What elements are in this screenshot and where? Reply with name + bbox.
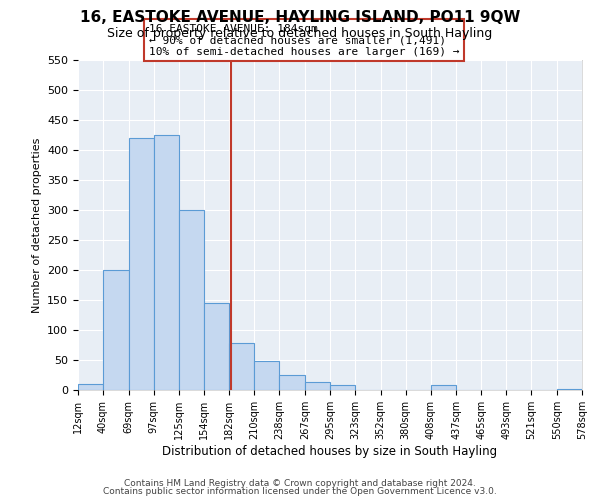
Bar xyxy=(557,389,582,390)
Bar xyxy=(229,343,254,390)
Text: Size of property relative to detached houses in South Hayling: Size of property relative to detached ho… xyxy=(107,28,493,40)
Bar xyxy=(431,385,457,390)
Text: 16 EASTOKE AVENUE: 184sqm
← 90% of detached houses are smaller (1,491)
10% of se: 16 EASTOKE AVENUE: 184sqm ← 90% of detac… xyxy=(149,24,459,56)
Y-axis label: Number of detached properties: Number of detached properties xyxy=(32,138,41,312)
Bar xyxy=(205,303,229,390)
Bar xyxy=(154,135,179,390)
Text: Contains HM Land Registry data © Crown copyright and database right 2024.: Contains HM Land Registry data © Crown c… xyxy=(124,478,476,488)
Bar xyxy=(78,384,103,390)
Bar xyxy=(179,210,205,390)
Bar xyxy=(279,375,305,390)
Text: Contains public sector information licensed under the Open Government Licence v3: Contains public sector information licen… xyxy=(103,487,497,496)
X-axis label: Distribution of detached houses by size in South Hayling: Distribution of detached houses by size … xyxy=(163,444,497,458)
Bar xyxy=(305,382,330,390)
Text: 16, EASTOKE AVENUE, HAYLING ISLAND, PO11 9QW: 16, EASTOKE AVENUE, HAYLING ISLAND, PO11… xyxy=(80,10,520,25)
Bar xyxy=(330,385,355,390)
Bar xyxy=(103,270,129,390)
Bar xyxy=(129,138,154,390)
Bar xyxy=(254,361,279,390)
